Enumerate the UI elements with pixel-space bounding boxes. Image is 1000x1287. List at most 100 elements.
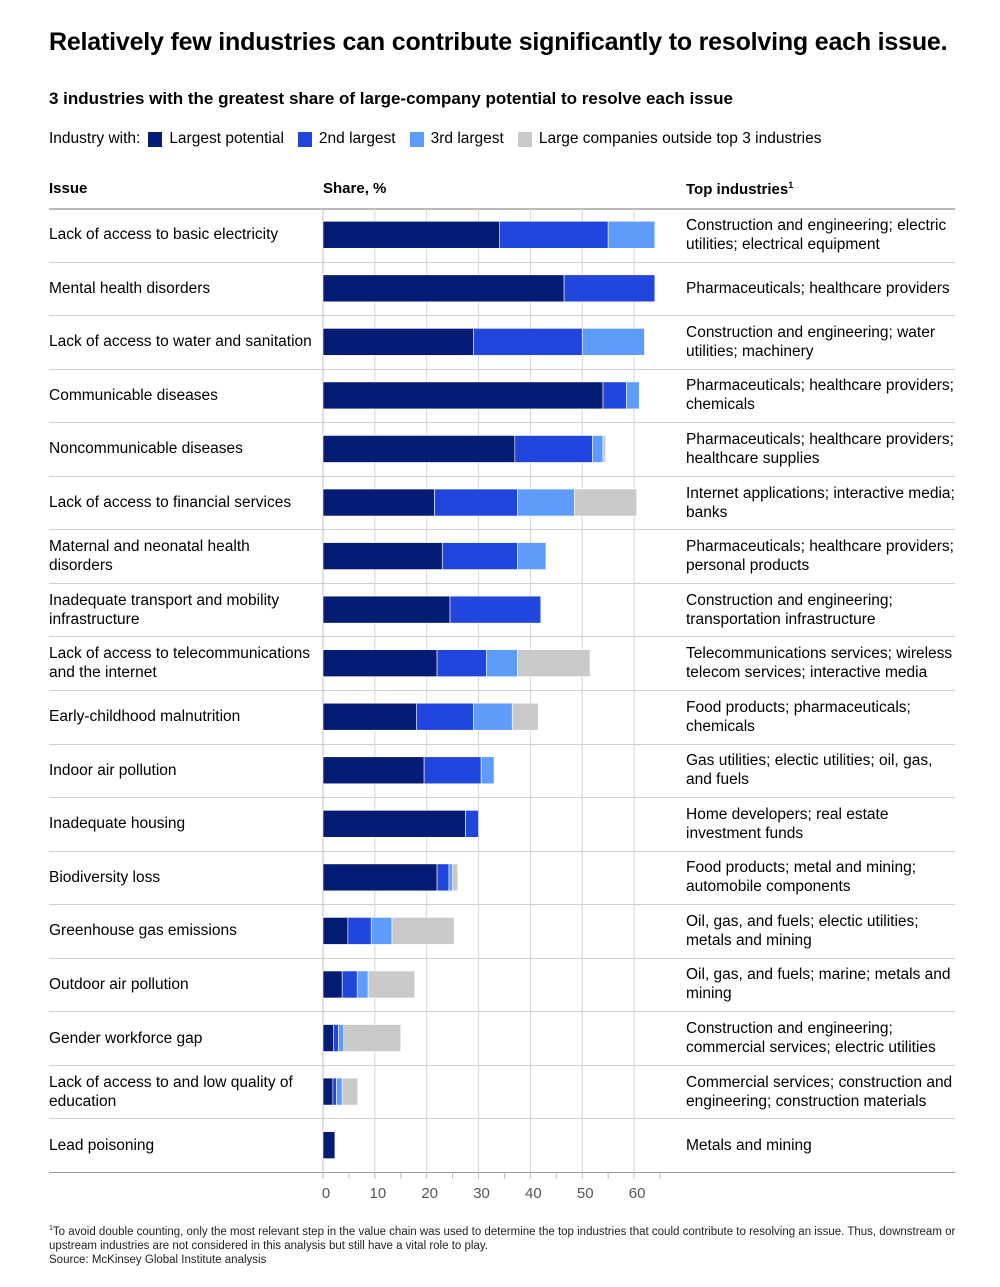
bar-segment-largest	[322, 917, 349, 945]
source-note: Source: McKinsey Global Institute analys…	[49, 1253, 267, 1266]
bar-segment-2nd	[332, 1077, 337, 1106]
bar-segment-3rd	[592, 435, 604, 463]
bar-segment-2nd	[465, 810, 479, 838]
row-divider	[49, 743, 955, 745]
bar-segment-2nd	[498, 220, 609, 249]
footnote-mark: 1	[49, 1225, 53, 1232]
top-industries: Construction and engineering; commercial…	[686, 1020, 936, 1057]
issue-label: Outdoor air pollution	[49, 975, 189, 993]
row-divider	[49, 368, 955, 370]
bar-segment-largest	[322, 488, 435, 517]
legend-label: Largest potential	[169, 130, 284, 147]
row-divider	[49, 636, 955, 638]
bar-segment-largest	[322, 381, 604, 410]
bar-segment-outside	[391, 917, 455, 945]
bar-segment-2nd	[423, 756, 482, 785]
x-tick-label: 50	[577, 1185, 594, 1202]
legend: Industry with: Largest potential 2nd lar…	[49, 130, 835, 148]
bar-segment-largest	[322, 328, 474, 356]
issue-label: Noncommunicable diseases	[49, 440, 243, 458]
top-industries: Home developers; real estate investment …	[686, 805, 889, 842]
bar-segment-2nd	[436, 649, 487, 677]
bar-segment-outside	[517, 649, 591, 677]
bar-segment-largest	[322, 1131, 336, 1159]
bar-segment-3rd	[517, 542, 547, 570]
top-industries: Oil, gas, and fuels; electic utilities; …	[686, 912, 919, 949]
legend-swatch-largest	[148, 131, 163, 147]
issue-label: Lack of access to financial services	[49, 494, 292, 512]
x-tick-label: 10	[370, 1185, 387, 1202]
row-divider	[49, 529, 955, 531]
top-industries: Gas utilities; electic utilities; oil, g…	[686, 752, 933, 789]
top-industries: Pharmaceuticals; healthcare providers	[686, 279, 950, 297]
legend-swatch-outside	[517, 131, 532, 147]
bar-segment-2nd	[416, 702, 474, 731]
bar-segment-3rd	[448, 863, 453, 892]
issue-label: Communicable diseases	[49, 386, 218, 404]
bar-segment-outside	[602, 435, 606, 463]
x-tick-label: 30	[473, 1185, 490, 1202]
top-industries: Construction and engineering; electric u…	[686, 216, 947, 253]
row-divider	[49, 582, 955, 584]
top-industries: Commercial services; construction and en…	[686, 1073, 953, 1110]
bar-segment-outside	[511, 702, 539, 731]
top-industries: Pharmaceuticals; healthcare providers; h…	[686, 430, 954, 467]
bar-segment-3rd	[607, 220, 656, 249]
issue-label: Gender workforce gap	[49, 1029, 203, 1047]
top-industries: Oil, gas, and fuels; marine; metals and …	[686, 966, 951, 1003]
top-industries: Pharmaceuticals; healthcare providers; p…	[686, 538, 954, 575]
issue-label: Lack of access to water and sanitation	[49, 333, 312, 351]
row-divider	[49, 689, 955, 691]
bar-segment-largest	[322, 702, 417, 731]
column-header-industries: Top industries1	[686, 180, 793, 198]
legend-item-largest: Largest potential	[148, 130, 284, 148]
bar-segment-3rd	[486, 649, 518, 677]
top-industries: Internet applications; interactive media…	[686, 484, 955, 521]
bar-segment-outside	[341, 1077, 359, 1106]
bar-segment-largest	[322, 274, 565, 303]
top-industries: Food products; metal and mining; automob…	[686, 859, 917, 896]
bar-segment-largest	[322, 220, 500, 249]
bar-segment-3rd	[336, 1077, 343, 1106]
bar-segment-largest	[322, 756, 425, 785]
top-industries: Food products; pharmaceuticals; chemical…	[686, 698, 911, 735]
row-divider	[49, 1011, 955, 1013]
bar-segment-2nd	[473, 328, 583, 356]
column-header-share: Share, %	[323, 180, 387, 197]
issue-label: Lead poisoning	[49, 1136, 155, 1154]
bar-segment-outside	[574, 488, 637, 517]
row-divider	[49, 957, 955, 959]
bar-segment-2nd	[436, 863, 450, 892]
column-header-issue: Issue	[49, 180, 88, 197]
legend-swatch-2nd	[297, 131, 312, 147]
legend-item-2nd: 2nd largest	[297, 130, 396, 148]
x-tick-label: 0	[322, 1185, 330, 1202]
column-header-industries-label: Top industries	[686, 181, 789, 198]
issue-label: Maternal and neonatal health disorders	[49, 538, 250, 575]
bar-segment-largest	[322, 1024, 334, 1052]
bar-segment-3rd	[480, 756, 495, 785]
issue-label: Lack of access to basic electricity	[49, 226, 279, 244]
top-industries: Telecommunications services; wireless te…	[686, 645, 953, 682]
issue-label: Lack of access to telecommunications and…	[49, 645, 311, 682]
bar-segment-largest	[322, 863, 438, 892]
issue-label: Mental health disorders	[49, 279, 211, 297]
bar-segment-2nd	[602, 381, 627, 410]
axis-baseline	[49, 1171, 955, 1174]
bar-segment-2nd	[333, 1024, 339, 1052]
bar-segment-2nd	[434, 488, 518, 517]
bar-segment-3rd	[338, 1024, 345, 1052]
row-divider	[49, 850, 955, 852]
bar-segment-outside	[367, 970, 416, 999]
row-divider	[49, 797, 955, 799]
bar-segment-2nd	[563, 274, 656, 303]
row-divider	[49, 1118, 955, 1120]
bar-segment-3rd	[356, 970, 369, 999]
bar-segment-largest	[322, 649, 438, 677]
bar-segment-largest	[322, 595, 451, 624]
legend-item-outside: Large companies outside top 3 industries	[517, 130, 821, 148]
legend-swatch-3rd	[409, 131, 424, 147]
bar-segment-largest	[322, 542, 443, 570]
legend-lead: Industry with:	[49, 130, 141, 147]
issue-label: Greenhouse gas emissions	[49, 922, 237, 940]
